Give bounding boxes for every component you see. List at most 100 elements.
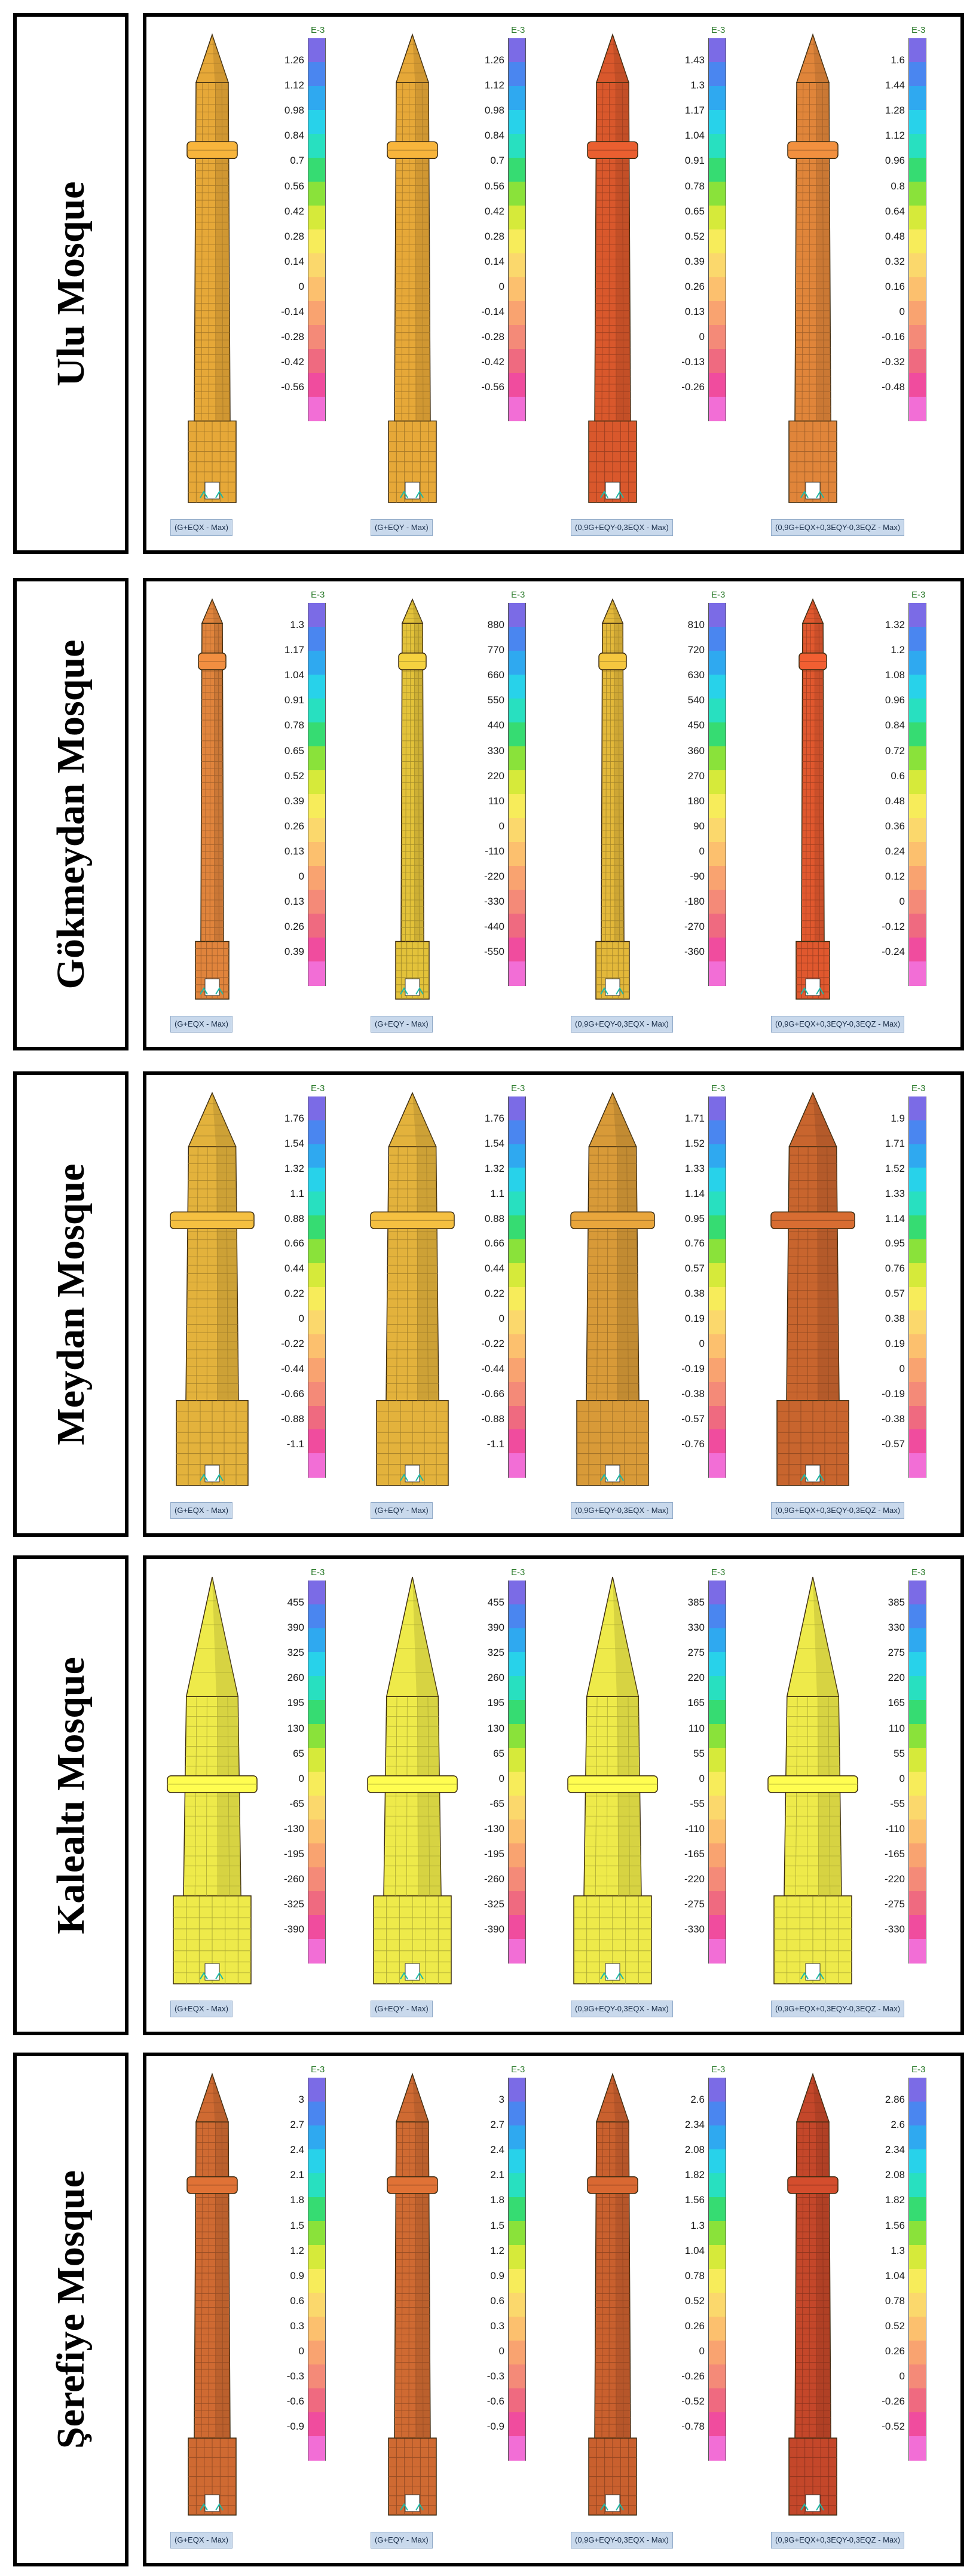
scale-tick-label: -0.88 xyxy=(481,1413,504,1425)
color-swatch xyxy=(308,158,326,182)
color-swatch xyxy=(708,1580,726,1605)
scale-tick-label: 0.14 xyxy=(284,255,304,267)
color-swatch xyxy=(708,603,726,627)
color-swatch xyxy=(708,818,726,843)
scale-tick-label: -220 xyxy=(684,1873,705,1885)
scale-tick-label: 1.2 xyxy=(490,2244,504,2256)
color-swatch xyxy=(308,2317,326,2341)
color-scale-bar xyxy=(308,1096,326,1478)
minaret-model xyxy=(767,1576,858,1984)
analysis-result: E-3 1.9 1.71 1.52 1.33 1.14 0.95 0.76 0.57 0.38 0.… xyxy=(765,1075,956,1533)
scale-exponent: E-3 xyxy=(511,2065,525,2075)
mosque-name: Kalealtı Mosque xyxy=(48,1656,93,1934)
minaret-model xyxy=(570,1092,655,1486)
scale-tick-label: 2.6 xyxy=(690,2094,705,2106)
scale-tick-label: 1.3 xyxy=(290,619,304,631)
color-swatch xyxy=(508,746,526,771)
scale-tick-label: 0.6 xyxy=(290,2295,304,2307)
scale-tick-label: 0.48 xyxy=(885,795,905,807)
scale-exponent: E-3 xyxy=(311,1567,325,1578)
color-swatch xyxy=(308,914,326,938)
support-nodes xyxy=(400,2503,424,2511)
color-swatch xyxy=(708,1915,726,1940)
scale-tick-label: 0.8 xyxy=(891,180,905,192)
color-swatch xyxy=(708,2412,726,2437)
color-swatch xyxy=(708,627,726,651)
tip-shade xyxy=(813,1577,839,1696)
scale-tick-label: -0.24 xyxy=(882,946,905,958)
scale-tick-label: -0.19 xyxy=(882,1387,905,1399)
support-nodes xyxy=(600,2503,624,2511)
scale-tick-label: 0.39 xyxy=(284,795,304,807)
color-swatch xyxy=(308,1310,326,1335)
support-nodes xyxy=(200,1972,224,1980)
color-swatch xyxy=(908,1580,926,1605)
mesh-line xyxy=(215,82,216,421)
color-swatch xyxy=(908,253,926,278)
scale-tick-label: 0.91 xyxy=(284,694,304,706)
load-combination-caption: (G+EQY - Max) xyxy=(371,1502,433,1519)
scale-tick-label: -65 xyxy=(489,1797,504,1809)
scale-tick-label: 0.76 xyxy=(684,1238,705,1249)
color-swatch xyxy=(308,2293,326,2317)
scale-tick-label: -330 xyxy=(884,1923,905,1935)
scale-tick-label: 0.91 xyxy=(684,155,705,167)
mosque-row: Gökmeydan Mosque E-3 1.3 1.17 1.04 0.91 0.78 0.… xyxy=(0,578,976,1050)
scale-tick-label: 55 xyxy=(693,1747,705,1759)
color-swatch xyxy=(308,1772,326,1796)
mesh-line xyxy=(622,82,624,421)
color-swatch xyxy=(708,1724,726,1748)
support-nodes xyxy=(400,491,424,498)
color-swatch xyxy=(308,2364,326,2389)
analysis-result: E-3 1.32 1.2 1.08 0.96 0.84 0.72 0.6 0.48 0.36 0.2… xyxy=(765,581,956,1047)
minaret-tip xyxy=(796,33,830,83)
minaret-tip xyxy=(195,33,230,83)
color-scale-bar xyxy=(908,2078,926,2461)
color-swatch xyxy=(708,2102,726,2126)
scale-exponent: E-3 xyxy=(311,25,325,35)
scale-tick-label: 0.6 xyxy=(891,770,905,782)
mesh-line xyxy=(396,1146,399,1401)
load-combination-caption: (0,9G+EQY-0,3EQX - Max) xyxy=(571,1016,673,1033)
mesh-line xyxy=(822,2121,824,2439)
support-nodes xyxy=(400,1474,424,1481)
scale-tick-label: 1.32 xyxy=(284,1162,304,1174)
scale-tick-label: 1.3 xyxy=(891,2244,905,2256)
scale-exponent: E-3 xyxy=(911,1083,926,1094)
color-swatch xyxy=(708,1628,726,1653)
scale-tick-label: 2.08 xyxy=(684,2144,705,2156)
analysis-result: E-3 810 720 630 540 450 360 270 180 90 0 -90 -180 -27… xyxy=(565,581,756,1047)
color-swatch xyxy=(708,651,726,675)
color-swatch xyxy=(508,1604,526,1629)
color-swatch xyxy=(908,818,926,843)
support-nodes xyxy=(600,987,624,995)
mesh-line xyxy=(601,2121,604,2439)
tip-shade xyxy=(613,35,629,82)
minaret-tip xyxy=(401,598,424,624)
scale-tick-label: 180 xyxy=(687,795,705,807)
mesh-line xyxy=(215,2121,216,2439)
color-scale-bar xyxy=(508,1096,526,1478)
color-swatch xyxy=(508,1120,526,1145)
scale-tick-label: 0 xyxy=(899,896,905,908)
color-swatch xyxy=(708,2388,726,2413)
color-swatch xyxy=(308,62,326,87)
color-swatch xyxy=(308,325,326,350)
scale-tick-label: 1.14 xyxy=(885,1212,905,1224)
color-swatch xyxy=(708,1604,726,1629)
mesh-line xyxy=(622,2121,624,2439)
scale-tick-label: 1.33 xyxy=(684,1162,705,1174)
color-swatch xyxy=(708,38,726,63)
load-combination-caption: (0,9G+EQX+0,3EQY-0,3EQZ - Max) xyxy=(771,1502,905,1519)
scale-tick-label: 1.04 xyxy=(684,2244,705,2256)
tip-shade xyxy=(212,1093,236,1147)
scale-tick-label: 325 xyxy=(287,1647,304,1659)
color-swatch xyxy=(908,2293,926,2317)
mesh-line xyxy=(201,2121,203,2439)
mesh-line xyxy=(201,82,203,421)
analysis-result: E-3 3 2.7 2.4 2.1 1.8 1.5 1.2 0.9 0.6 0.3 0 -0.3 -0.6… xyxy=(365,2056,556,2563)
scale-tick-label: -1.1 xyxy=(286,1438,304,1450)
color-swatch xyxy=(708,1310,726,1335)
color-swatch xyxy=(508,2269,526,2293)
scale-tick-label: 0.56 xyxy=(284,180,304,192)
